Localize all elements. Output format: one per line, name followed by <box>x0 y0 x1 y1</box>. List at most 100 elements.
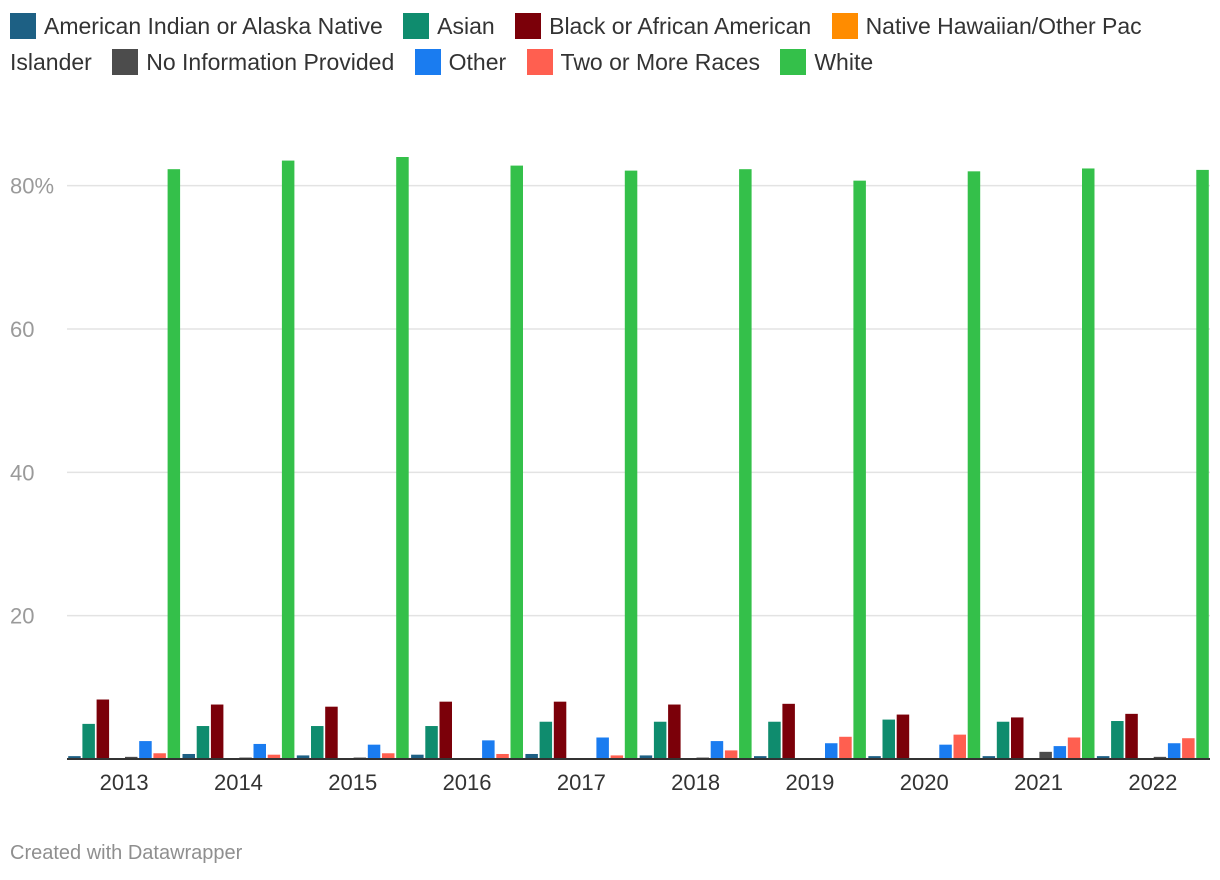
legend-label: No Information Provided <box>146 49 395 75</box>
y-tick-label: 40 <box>10 460 34 485</box>
bar <box>1096 756 1110 759</box>
bar <box>96 699 110 759</box>
bar <box>724 750 738 759</box>
bar <box>139 741 152 759</box>
bar <box>639 755 653 759</box>
bar <box>768 721 781 759</box>
bar <box>596 737 609 759</box>
x-tick-label: 2014 <box>214 770 263 795</box>
legend-item: Asian <box>403 13 495 39</box>
bar <box>1182 738 1195 759</box>
bar <box>624 170 638 759</box>
bar <box>739 169 752 759</box>
legend-swatch <box>831 13 858 39</box>
bar <box>825 743 838 759</box>
bar <box>996 721 1010 759</box>
y-tick-label: 20 <box>10 604 34 629</box>
credit-text: Created with Datawrapper <box>10 842 243 864</box>
bar <box>153 753 166 759</box>
x-tick-label: 2021 <box>1014 770 1063 795</box>
bar <box>82 723 95 759</box>
bar <box>1111 721 1124 759</box>
legend-swatch <box>526 49 553 75</box>
bar <box>253 743 266 759</box>
legend-label: American Indian or Alaska Native <box>44 13 383 39</box>
x-tick-label: 2013 <box>100 770 149 795</box>
bar <box>525 753 538 759</box>
bar <box>553 701 567 759</box>
y-tick-label: 80% <box>10 174 54 199</box>
bar <box>382 753 395 759</box>
legend-item: Two or More Races <box>526 49 760 75</box>
bar <box>939 744 952 759</box>
bar <box>1053 746 1067 759</box>
x-tick-label: 2022 <box>1128 770 1177 795</box>
y-tick-label: 60 <box>10 317 34 342</box>
bar <box>982 756 996 759</box>
bar <box>267 754 281 759</box>
x-tick-label: 2020 <box>900 770 949 795</box>
legend-item: Other <box>414 49 507 75</box>
bar <box>281 160 295 760</box>
bar <box>882 719 895 759</box>
bar <box>1067 737 1081 759</box>
legend-label: White <box>814 49 874 75</box>
x-tick-label: 2016 <box>443 770 492 795</box>
bar <box>853 180 866 759</box>
bar <box>182 753 195 759</box>
bar <box>311 726 324 759</box>
legend-item: No Information Provided <box>112 49 394 75</box>
bar <box>325 706 338 759</box>
bar <box>710 741 724 759</box>
bar <box>167 169 181 759</box>
bar <box>396 157 409 759</box>
x-tick-label: 2015 <box>328 770 377 795</box>
bar <box>125 756 138 759</box>
bar <box>1125 713 1138 759</box>
bar <box>411 754 424 759</box>
bar <box>439 701 452 759</box>
legend-label: Asian <box>437 13 495 39</box>
x-tick-label: 2017 <box>557 770 606 795</box>
bar <box>1153 756 1167 759</box>
bar <box>668 704 681 759</box>
legend-swatch <box>112 49 139 75</box>
legend-swatch <box>10 13 36 39</box>
bar <box>496 753 509 759</box>
bar <box>68 756 81 759</box>
legend-label: Black or African American <box>549 13 812 39</box>
bar <box>1039 751 1052 759</box>
legend-label: Two or More Races <box>560 49 760 75</box>
bar <box>782 703 795 759</box>
bar <box>610 755 624 759</box>
bar <box>1082 168 1095 759</box>
bar <box>296 755 310 759</box>
bar <box>210 704 224 759</box>
bar <box>367 744 381 759</box>
bar <box>1196 169 1209 759</box>
bar <box>953 734 966 759</box>
bar <box>896 714 910 759</box>
legend-item: American Indian or Alaska Native <box>10 13 383 39</box>
legend-swatch <box>515 13 542 39</box>
bar <box>653 721 667 759</box>
legend-swatch <box>780 49 807 75</box>
legend-label: Native Hawaiian/Other Pac Islander <box>10 13 1142 75</box>
bar <box>482 740 495 759</box>
bar <box>539 721 553 759</box>
bar <box>967 171 981 760</box>
bar <box>839 736 852 759</box>
legend-item: Native Hawaiian/Other Pac Islander <box>10 13 1142 75</box>
legend-item: Black or African American <box>515 13 811 39</box>
bar <box>425 726 438 759</box>
bar <box>510 165 523 760</box>
x-tick-label: 2018 <box>671 770 720 795</box>
legend-swatch <box>414 49 441 75</box>
bar <box>196 726 210 759</box>
legend-label: Other <box>448 49 507 75</box>
bar <box>1167 743 1181 759</box>
legend-swatch <box>403 13 430 39</box>
bar <box>754 756 767 759</box>
legend-item: White <box>780 49 873 75</box>
